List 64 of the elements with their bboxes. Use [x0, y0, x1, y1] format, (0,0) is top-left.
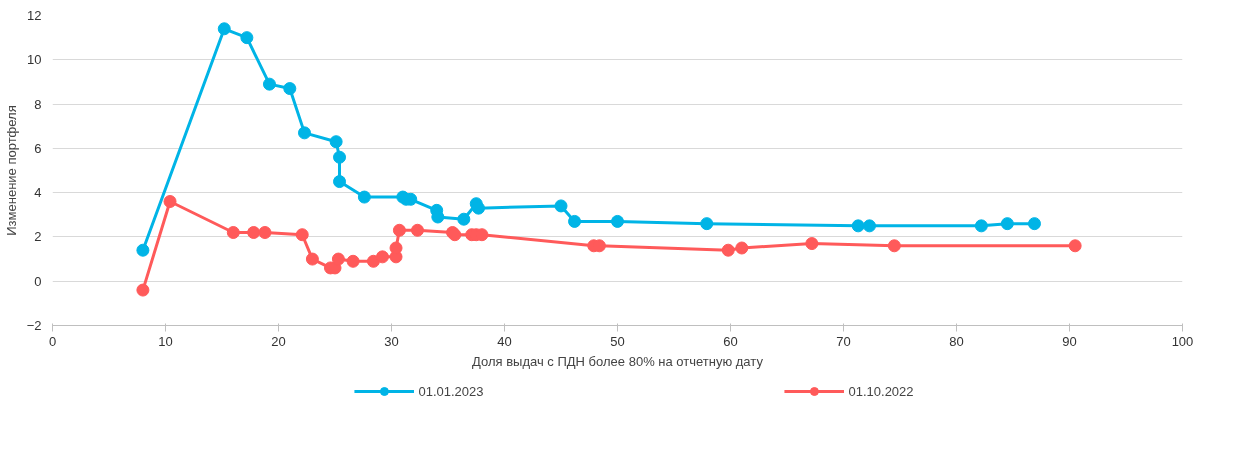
point: [554, 199, 568, 213]
x-tick-label: 80: [949, 333, 964, 349]
point: [297, 126, 311, 140]
point: [305, 252, 319, 266]
point: [375, 250, 389, 264]
y-tick-label: 6: [34, 140, 42, 156]
x-tick-label: 100: [1171, 333, 1194, 349]
point: [974, 219, 988, 233]
point: [700, 217, 714, 231]
point: [805, 237, 819, 251]
point: [333, 175, 347, 189]
point: [611, 214, 624, 228]
point: [1000, 217, 1014, 231]
point: [735, 241, 749, 255]
y-tick-label: −2: [26, 318, 42, 333]
x-tick-label: 60: [723, 333, 738, 349]
x-tick-label: 10: [158, 333, 173, 349]
x-tick-label: 70: [836, 333, 851, 349]
y-tick-label: 8: [34, 96, 42, 112]
x-tick-label: 50: [610, 333, 625, 349]
point: [472, 201, 486, 215]
legend-label: 01.10.2022: [848, 383, 914, 399]
point: [163, 195, 177, 208]
point: [1027, 217, 1041, 231]
point: [346, 254, 360, 268]
x-tick-label: 40: [497, 333, 512, 349]
point: [329, 135, 343, 149]
y-axis-title: Изменение портфеля: [3, 105, 19, 236]
point: [136, 283, 150, 297]
point: [217, 22, 231, 36]
point: [721, 243, 735, 257]
y-tick-label: 2: [34, 229, 42, 245]
x-tick-label: 90: [1062, 333, 1077, 349]
point: [851, 219, 865, 233]
point: [283, 82, 297, 96]
point: [568, 214, 582, 228]
y-tick-label: 10: [27, 52, 42, 68]
point: [331, 252, 345, 266]
point: [431, 210, 445, 224]
point: [333, 150, 347, 164]
point: [366, 254, 380, 268]
point: [389, 241, 403, 255]
point: [136, 243, 150, 257]
point: [1068, 239, 1082, 253]
point: [457, 212, 471, 226]
point: [247, 226, 261, 239]
x-axis-title: Доля выдач с ПДН более 80% на отчетную дату: [472, 353, 764, 369]
legend-label: 01.01.2023: [418, 383, 484, 399]
x-tick-label: 20: [271, 333, 286, 349]
y-tick-label: 4: [34, 185, 42, 201]
point: [887, 239, 901, 253]
point: [226, 226, 240, 239]
point: [410, 223, 424, 237]
point: [392, 223, 406, 237]
point: [295, 228, 309, 242]
y-tick-label: 0: [34, 273, 42, 289]
point: [262, 77, 276, 91]
point: [862, 219, 876, 233]
y-tick-label: 12: [27, 8, 42, 23]
point: [258, 226, 272, 239]
point: [357, 190, 371, 204]
x-tick-label: 30: [384, 333, 399, 349]
x-tick-label: 0: [48, 333, 57, 349]
point: [240, 31, 254, 45]
